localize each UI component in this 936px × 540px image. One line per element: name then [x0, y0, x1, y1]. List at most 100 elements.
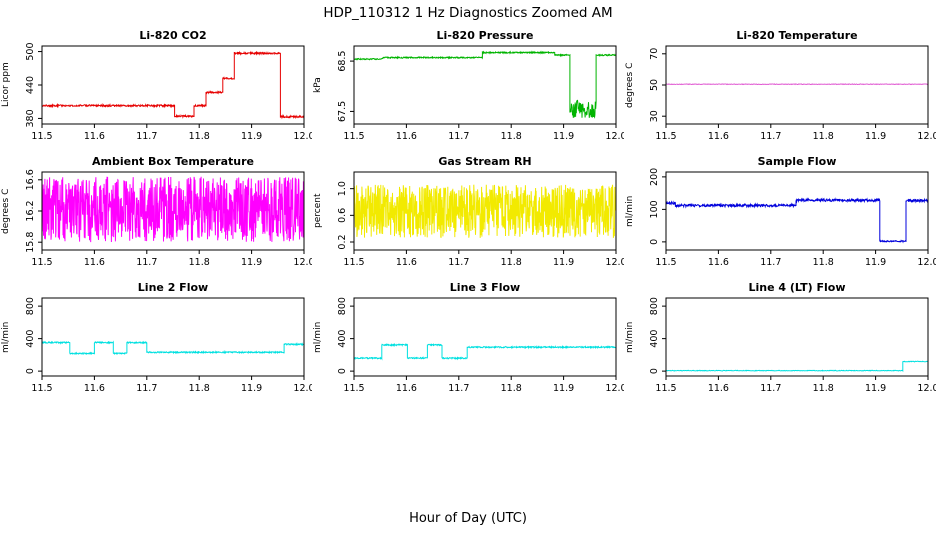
svg-text:11.9: 11.9 — [553, 257, 574, 268]
svg-text:11.7: 11.7 — [136, 131, 157, 142]
svg-text:11.9: 11.9 — [241, 257, 262, 268]
svg-text:12.0: 12.0 — [293, 131, 312, 142]
svg-text:400: 400 — [337, 330, 348, 348]
chart-title: Li-820 Pressure — [436, 29, 534, 42]
svg-text:12.0: 12.0 — [605, 131, 624, 142]
svg-text:11.9: 11.9 — [865, 131, 886, 142]
svg-text:11.8: 11.8 — [189, 131, 210, 142]
svg-text:11.5: 11.5 — [343, 257, 364, 268]
svg-text:11.6: 11.6 — [396, 131, 417, 142]
svg-text:440: 440 — [25, 76, 36, 94]
svg-text:16.6: 16.6 — [25, 169, 36, 190]
svg-text:11.8: 11.8 — [501, 131, 522, 142]
svg-text:67.5: 67.5 — [337, 101, 348, 122]
svg-text:11.8: 11.8 — [813, 257, 834, 268]
svg-text:11.8: 11.8 — [189, 383, 210, 394]
chart-title: Gas Stream RH — [438, 155, 532, 168]
panel-line3-flow: Line 3 Flow ml/min 11.5 11.6 11.7 11.8 11.9 1… — [312, 276, 624, 402]
chart-title: Line 2 Flow — [137, 281, 209, 294]
panel-gas-stream-rh: Gas Stream RH percent 11.5 11.6 11.7 11.8 11… — [312, 150, 624, 276]
svg-text:11.7: 11.7 — [448, 131, 469, 142]
svg-text:11.7: 11.7 — [448, 257, 469, 268]
svg-text:11.6: 11.6 — [396, 383, 417, 394]
svg-text:11.6: 11.6 — [708, 131, 729, 142]
plot-li820-temperature: 11.5 11.6 11.7 11.8 11.9 12.0 30 50 70 — [649, 45, 936, 142]
svg-text:11.5: 11.5 — [343, 131, 364, 142]
chart-title: Li-820 CO2 — [139, 29, 207, 42]
svg-text:800: 800 — [337, 297, 348, 315]
svg-text:12.0: 12.0 — [917, 383, 936, 394]
svg-text:11.5: 11.5 — [343, 383, 364, 394]
plot-line4-lt-flow: 11.5 11.6 11.7 11.8 11.9 12.0 0 400 800 — [649, 297, 936, 394]
svg-text:11.9: 11.9 — [241, 383, 262, 394]
svg-text:11.8: 11.8 — [813, 383, 834, 394]
page-title: HDP_110312 1 Hz Diagnostics Zoomed AM — [323, 5, 613, 21]
svg-text:11.8: 11.8 — [189, 257, 210, 268]
chart-title: Sample Flow — [757, 155, 837, 168]
svg-text:100: 100 — [649, 200, 660, 218]
svg-text:0: 0 — [649, 368, 660, 374]
chart-title: Line 4 (LT) Flow — [748, 281, 846, 294]
plot-sample-flow: 11.5 11.6 11.7 11.8 11.9 12.0 0 100 200 — [649, 168, 936, 268]
svg-text:12.0: 12.0 — [293, 383, 312, 394]
svg-text:12.0: 12.0 — [917, 257, 936, 268]
svg-text:11.5: 11.5 — [655, 257, 676, 268]
svg-text:11.7: 11.7 — [760, 131, 781, 142]
plot-ambient-box-temperature: 11.5 11.6 11.7 11.8 11.9 12.0 15.8 16.2 16.6 — [25, 169, 312, 268]
svg-text:12.0: 12.0 — [605, 383, 624, 394]
svg-text:12.0: 12.0 — [293, 257, 312, 268]
plot-line3-flow: 11.5 11.6 11.7 11.8 11.9 12.0 0 400 800 — [337, 297, 624, 394]
panel-li820-co2: Li-820 CO2 Licor ppm 11.5 11.6 11.7 11.8 11.… — [0, 24, 312, 150]
svg-text:15.8: 15.8 — [25, 232, 36, 253]
svg-text:11.9: 11.9 — [553, 383, 574, 394]
svg-text:11.7: 11.7 — [760, 383, 781, 394]
svg-text:11.6: 11.6 — [396, 257, 417, 268]
svg-text:0: 0 — [337, 368, 348, 374]
svg-text:16.2: 16.2 — [25, 200, 36, 221]
svg-text:11.5: 11.5 — [31, 383, 52, 394]
svg-text:800: 800 — [649, 297, 660, 315]
chart-title: Ambient Box Temperature — [92, 155, 254, 168]
svg-text:800: 800 — [25, 297, 36, 315]
svg-text:0: 0 — [25, 368, 36, 374]
svg-text:380: 380 — [25, 109, 36, 127]
svg-text:11.6: 11.6 — [708, 257, 729, 268]
svg-text:11.7: 11.7 — [136, 257, 157, 268]
panel-line4-lt-flow: Line 4 (LT) Flow ml/min 11.5 11.6 11.7 11.8… — [624, 276, 936, 402]
svg-text:11.5: 11.5 — [31, 257, 52, 268]
plot-li820-pressure: 11.5 11.6 11.7 11.8 11.9 12.0 67.5 68.5 — [337, 45, 624, 142]
svg-text:11.5: 11.5 — [31, 131, 52, 142]
panel-line2-flow: Line 2 Flow ml/min 11.5 11.6 11.7 11.8 11.9 1… — [0, 276, 312, 402]
svg-text:0.2: 0.2 — [337, 234, 348, 249]
svg-text:12.0: 12.0 — [605, 257, 624, 268]
svg-text:400: 400 — [25, 330, 36, 348]
plot-gas-stream-rh: 11.5 11.6 11.7 11.8 11.9 12.0 0.2 0.6 1.0 — [337, 171, 624, 268]
svg-text:50: 50 — [649, 79, 660, 91]
svg-text:11.5: 11.5 — [655, 131, 676, 142]
svg-text:11.9: 11.9 — [865, 383, 886, 394]
panel-li820-pressure: Li-820 Pressure kPa 11.5 11.6 11.7 11.8 11.9… — [312, 24, 624, 150]
svg-text:11.6: 11.6 — [84, 257, 105, 268]
svg-text:400: 400 — [649, 330, 660, 348]
svg-text:200: 200 — [649, 168, 660, 186]
svg-text:11.8: 11.8 — [501, 257, 522, 268]
svg-text:11.7: 11.7 — [760, 257, 781, 268]
svg-text:11.8: 11.8 — [813, 131, 834, 142]
panel-sample-flow: Sample Flow ml/min 11.5 11.6 11.7 11.8 11.9 1… — [624, 150, 936, 276]
svg-text:11.6: 11.6 — [708, 383, 729, 394]
svg-text:70: 70 — [649, 48, 660, 60]
svg-text:11.7: 11.7 — [136, 383, 157, 394]
plot-line2-flow: 11.5 11.6 11.7 11.8 11.9 12.0 0 400 800 — [25, 297, 312, 394]
svg-text:1.0: 1.0 — [337, 181, 348, 196]
svg-text:11.5: 11.5 — [655, 383, 676, 394]
svg-text:11.8: 11.8 — [501, 383, 522, 394]
svg-text:30: 30 — [649, 110, 660, 122]
svg-text:11.7: 11.7 — [448, 383, 469, 394]
svg-text:11.9: 11.9 — [553, 131, 574, 142]
svg-text:11.6: 11.6 — [84, 383, 105, 394]
svg-text:0: 0 — [649, 239, 660, 245]
svg-text:500: 500 — [25, 43, 36, 61]
chart-grid: Li-820 CO2 Licor ppm 11.5 11.6 11.7 11.8 11.… — [0, 24, 936, 402]
chart-title: Li-820 Temperature — [736, 29, 858, 42]
